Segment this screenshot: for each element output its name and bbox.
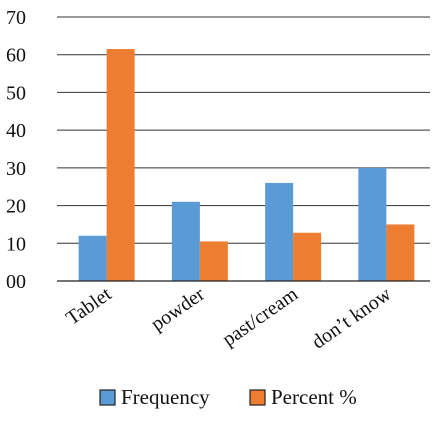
- bars: [78, 49, 415, 281]
- y-tick-label: 70: [6, 7, 26, 29]
- legend: Frequency Percent %: [99, 385, 357, 409]
- y-tick-label: 20: [6, 196, 26, 218]
- bar-percent-4: [386, 224, 415, 281]
- y-tick-label: 30: [6, 158, 26, 180]
- y-tick-label: 40: [6, 120, 26, 142]
- bar-frequency-1: [78, 235, 107, 281]
- x-tick-label: Tablet: [62, 283, 116, 330]
- x-tick-label: don’t know: [308, 283, 396, 354]
- x-tick-label: powder: [147, 283, 209, 336]
- legend-label: Percent %: [271, 385, 357, 409]
- y-tick-label: 00: [6, 271, 26, 293]
- x-tick-label: past/cream: [218, 283, 302, 351]
- legend-swatch: [99, 389, 116, 406]
- bar-frequency-4: [358, 167, 387, 281]
- legend-swatch: [249, 389, 266, 406]
- bar-frequency-3: [265, 182, 294, 281]
- legend-label: Frequency: [121, 385, 210, 409]
- y-tick-label: 10: [6, 233, 26, 255]
- bar-frequency-2: [171, 201, 200, 281]
- bar-percent-2: [199, 241, 228, 281]
- y-axis-tick-labels: 00 10 20 30 40 50 60 70: [6, 7, 26, 293]
- y-tick-label: 50: [6, 82, 26, 104]
- y-tick-label: 60: [6, 45, 26, 67]
- bar-percent-3: [293, 232, 322, 281]
- x-axis-tick-labels: Tablet powder past/cream don’t know: [62, 283, 396, 354]
- bar-percent-1: [106, 49, 135, 281]
